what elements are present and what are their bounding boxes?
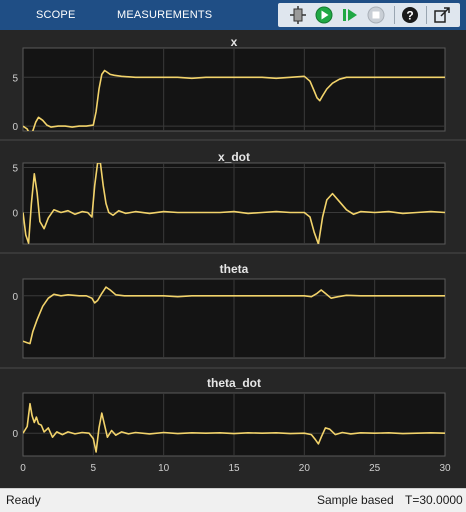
y-tick-label: 0: [12, 292, 18, 303]
toolstrip: SCOPE MEASUREMENTS ?: [0, 0, 466, 30]
x-tick-label: 20: [299, 463, 311, 474]
stop-icon[interactable]: [366, 5, 386, 25]
undock-icon[interactable]: [432, 5, 452, 25]
plot-title: theta_dot: [207, 376, 261, 390]
toolbar-separator: [426, 6, 427, 24]
y-tick-label: 5: [12, 73, 18, 84]
y-tick-label: 0: [12, 429, 18, 440]
signal-trace-x-dot: [23, 163, 445, 244]
y-tick-label: 5: [12, 164, 18, 175]
status-bar: Ready Sample based T=30.0000: [0, 488, 466, 512]
y-tick-label: 0: [12, 122, 18, 133]
status-sampling-mode: Sample based: [317, 493, 394, 507]
step-forward-icon[interactable]: [340, 5, 360, 25]
plot-title: x_dot: [218, 150, 250, 164]
scope-plots: 0 5 x 0 5 x_dot 0 theta 0 theta_dot 0 5 10 15 20 25 30: [0, 35, 466, 474]
plot-panel-theta: 0 theta: [0, 262, 466, 369]
toolbar-separator: [394, 6, 395, 24]
tab-measurements[interactable]: MEASUREMENTS: [117, 9, 213, 21]
signal-trace-theta-dot: [23, 402, 445, 453]
signal-trace-theta: [23, 286, 445, 345]
run-icon[interactable]: [314, 5, 334, 25]
x-tick-label: 25: [369, 463, 381, 474]
plot-title: theta: [220, 262, 249, 276]
scope-display: 0 5 x 0 5 x_dot 0 theta 0 theta_dot 0 5 10 15 20 25 30: [0, 30, 466, 488]
help-icon[interactable]: ?: [400, 5, 420, 25]
highlight-simulink-block-icon[interactable]: [288, 5, 308, 25]
svg-text:?: ?: [406, 9, 413, 23]
status-sim-time: T=30.0000: [405, 493, 463, 507]
x-tick-label: 5: [91, 463, 97, 474]
plot-panel-x: 0 5 x: [0, 35, 466, 141]
toolbar-icon-strip: ?: [278, 3, 460, 27]
x-tick-label: 10: [158, 463, 170, 474]
plot-title: x: [231, 35, 238, 49]
x-tick-label: 30: [439, 463, 451, 474]
tab-scope[interactable]: SCOPE: [36, 9, 76, 21]
x-tick-label: 0: [20, 463, 26, 474]
plot-panel-x-dot: 0 5 x_dot: [0, 150, 466, 254]
plot-panel-theta-dot: 0 theta_dot 0 5 10 15 20 25 30: [12, 376, 451, 474]
signal-trace-x: [23, 69, 445, 131]
status-ready: Ready: [6, 493, 41, 507]
y-tick-label: 0: [12, 209, 18, 220]
x-tick-label: 15: [228, 463, 240, 474]
